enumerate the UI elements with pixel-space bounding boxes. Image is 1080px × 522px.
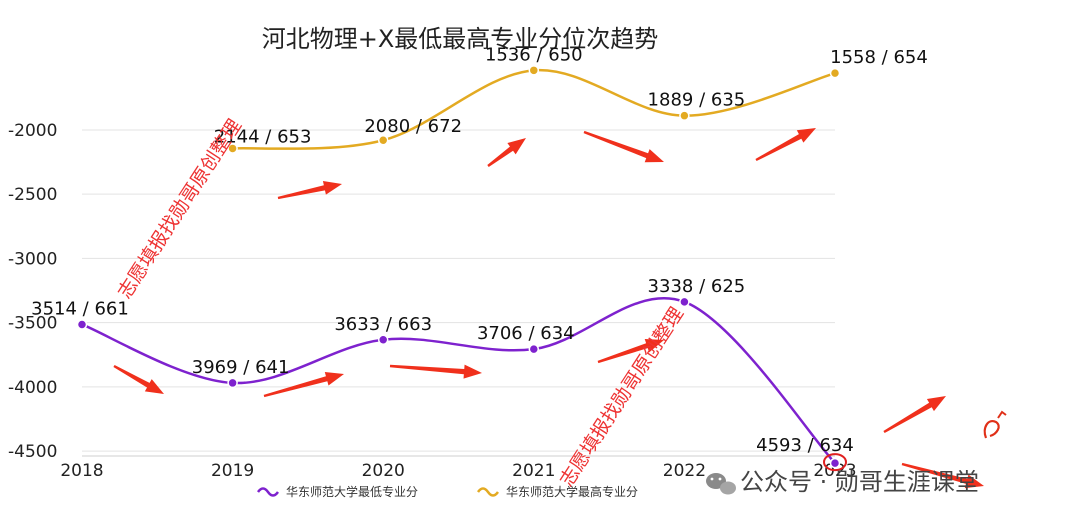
arrow-annotation [597, 339, 664, 364]
arrow-annotation [583, 130, 664, 163]
arrow-annotation [277, 181, 342, 200]
scribble-mark-2 [997, 410, 1007, 419]
data-point[interactable] [679, 296, 690, 308]
brand-label: 公众号 · 勋哥生涯课堂 [740, 468, 979, 496]
data-point[interactable] [76, 319, 88, 330]
data-label: 2144 / 653 [214, 126, 312, 147]
data-labels: 3514 / 661 3969 / 641 3633 / 663 3706 / 634… [31, 44, 928, 472]
data-label: 1889 / 635 [648, 90, 746, 111]
arrow-annotation [901, 462, 984, 489]
data-label: 3706 / 634 [477, 323, 575, 344]
y-tick-label: -2000 [8, 121, 57, 141]
arrow-annotation [389, 364, 482, 379]
scribble-mark [983, 420, 1000, 439]
x-tick-label: 2021 [512, 461, 555, 481]
x-tick-label: 2019 [211, 461, 254, 481]
y-tick-label: -2500 [8, 185, 57, 205]
arrow-annotation [113, 364, 164, 394]
data-label: 4593 / 634 [756, 435, 854, 456]
data-label: 2080 / 672 [364, 116, 462, 137]
data-point[interactable] [377, 134, 389, 146]
legend-label-min[interactable]: 华东师范大学最低专业分 [286, 484, 418, 499]
data-label: 3633 / 663 [334, 314, 432, 335]
arrow-annotation [883, 396, 946, 434]
y-tick-label: -4000 [8, 378, 57, 398]
arrow-annotation [263, 372, 344, 398]
data-point[interactable] [679, 110, 690, 121]
y-tick-label: -4500 [8, 442, 57, 462]
legend-symbol-max [476, 487, 500, 497]
data-point[interactable] [227, 143, 238, 154]
data-point[interactable] [528, 65, 540, 76]
legend: 华东师范大学最低专业分 华东师范大学最高专业分 [256, 484, 638, 499]
wechat-icon [706, 473, 736, 495]
data-point[interactable] [829, 457, 841, 469]
annotation-arrows [113, 128, 984, 489]
x-tick-label: 2018 [60, 461, 103, 481]
data-label: 1558 / 654 [830, 47, 928, 68]
arrow-annotation [755, 128, 816, 162]
y-tick-label: -3500 [8, 314, 57, 334]
data-label: 3338 / 625 [648, 276, 746, 297]
legend-symbol-min [256, 487, 280, 497]
highlight-circle [823, 453, 847, 472]
x-axis-ticks: 2018 2019 2020 2021 2022 2023 [60, 461, 856, 481]
x-tick-label: 2020 [362, 461, 405, 481]
y-tick-label: -3000 [8, 249, 57, 269]
grid-lines [82, 129, 835, 452]
series-line [81, 296, 836, 464]
chart-title: 河北物理+X最低最高专业分位次趋势 [262, 25, 659, 53]
data-point[interactable] [227, 377, 238, 389]
data-label: 1536 / 650 [485, 44, 583, 65]
y-axis-ticks: -2000 -2500 -3000 -3500 -4000 -4500 [8, 121, 57, 462]
data-point[interactable] [829, 67, 841, 79]
x-tick-label: 2022 [663, 461, 706, 481]
data-point[interactable] [377, 334, 389, 346]
data-point[interactable] [528, 343, 540, 355]
svg-text:志愿填报找勋哥原创整理: 志愿填报找勋哥原创整理 [114, 115, 246, 302]
series-group [76, 65, 841, 469]
arrow-annotation [487, 138, 526, 167]
watermark-1: 志愿填报找勋哥原创整理 [114, 115, 246, 302]
data-label: 3969 / 641 [192, 357, 290, 378]
data-label: 3514 / 661 [31, 298, 129, 319]
legend-label-max[interactable]: 华东师范大学最高专业分 [506, 484, 638, 499]
